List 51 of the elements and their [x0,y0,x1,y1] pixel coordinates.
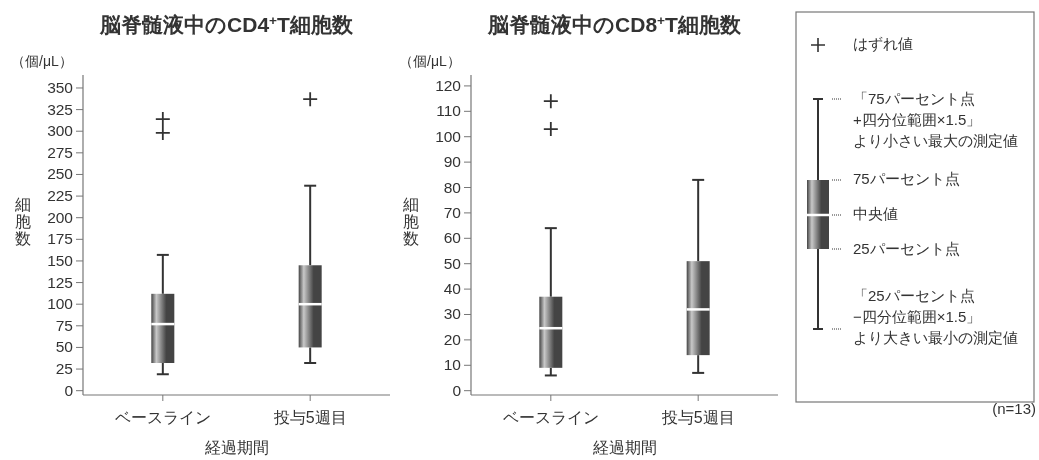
y-tick-label: 250 [47,165,74,183]
y-tick-label: 225 [47,187,73,205]
x-tick-label: ベースライン [502,409,599,426]
text: 「25パーセント点 [853,287,975,304]
y-tick-label: 50 [443,254,462,272]
y-tick-label: 25 [55,360,73,378]
x-tick-label: ベースライン [114,409,211,426]
y-tick-label: 275 [47,143,73,161]
y-axis-title: 細胞数 [14,196,31,247]
x-tick-label: 投与5週目 [272,409,347,426]
y-tick-label: 90 [443,153,462,171]
y-tick-label: 200 [47,208,74,226]
y-tick-label: 325 [47,100,73,118]
y-tick-label: 80 [443,178,462,196]
y-tick-label: 110 [436,102,462,120]
x-axis-title: 経過期間 [203,439,269,456]
y-tick-label: 50 [55,338,74,356]
y-tick-label: 175 [47,230,73,248]
text: +四分位範囲×1.5」 [853,111,982,128]
chart-title: 脳脊髄液中のCD4$^{+}$T細胞数 [99,12,354,36]
y-tick-label: 70 [443,203,462,221]
text: （個/μL） [11,53,73,69]
text: より大きい最小の測定値 [853,329,1018,346]
text: より小さい最大の測定値 [853,132,1018,149]
y-tick-label: 120 [435,76,462,94]
x-tick-label: 投与5週目 [660,409,735,426]
text: (n=13) [992,400,1036,417]
text: はずれ値 [853,35,913,53]
y-tick-label: 350 [47,78,74,96]
text: 中央値 [853,205,898,222]
text: −四分位範囲×1.5」 [853,308,982,325]
y-tick-label: 300 [47,122,74,140]
y-tick-label: 125 [47,273,73,291]
y-tick-label: 20 [443,330,462,348]
y-tick-label: 40 [443,280,462,298]
text: 75パーセント点 [853,170,960,187]
y-tick-label: 100 [435,127,462,145]
y-tick-label: 150 [47,251,74,269]
y-tick-label: 10 [443,356,462,374]
text: 25パーセント点 [853,240,960,257]
y-tick-label: 75 [55,316,73,334]
y-tick-label: 30 [443,305,462,323]
text: 「75パーセント点 [853,90,975,107]
chart-title: 脳脊髄液中のCD8$^{+}$T細胞数 [487,12,742,36]
x-axis-title: 経過期間 [591,439,657,456]
y-axis-title: 細胞数 [402,196,419,247]
y-tick-label: 60 [443,229,462,247]
y-tick-label: 0 [452,381,462,399]
y-tick-label: 100 [47,295,74,313]
text: （個/μL） [399,53,461,69]
y-tick-label: 0 [64,381,74,399]
